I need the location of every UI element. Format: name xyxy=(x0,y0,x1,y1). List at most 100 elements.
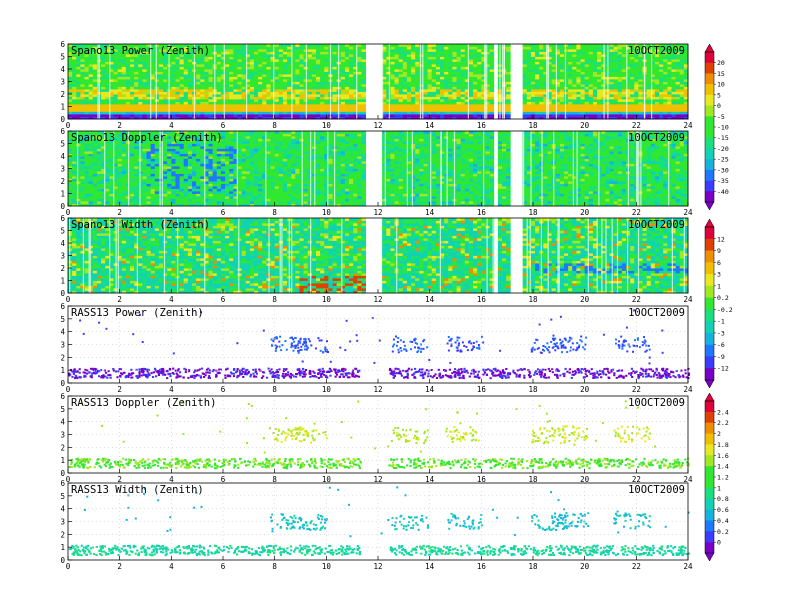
colorbar-label: 20 xyxy=(717,59,725,67)
x-tick-label: 10 xyxy=(322,562,332,571)
y-tick-label: 2 xyxy=(60,530,65,539)
y-tick-label: 0 xyxy=(60,379,65,388)
x-tick-label: 8 xyxy=(272,121,277,130)
colorbar-label: 1.2 xyxy=(717,474,729,482)
x-tick-label: 22 xyxy=(632,385,641,394)
x-tick-label: 2 xyxy=(117,562,122,571)
colorbar-label: 6 xyxy=(717,259,721,267)
colorbar-label: -15 xyxy=(717,134,729,142)
colorbar-label: 1 xyxy=(717,484,721,492)
x-tick-label: 12 xyxy=(373,385,382,394)
panel-title: RASS13 Power (Zenith) xyxy=(71,307,204,319)
x-tick-label: 0 xyxy=(66,295,71,304)
colorbar-rass: 2.42.221.81.61.41.210.80.60.40.20 xyxy=(705,393,729,561)
y-tick-label: 0 xyxy=(60,289,65,298)
colorbar-label: 0.4 xyxy=(717,517,729,525)
x-tick-label: 24 xyxy=(683,295,693,304)
y-tick-label: 3 xyxy=(60,252,65,261)
x-tick-label: 4 xyxy=(169,295,174,304)
colorbar-label: 2.4 xyxy=(717,408,729,416)
colorbar-label: 9 xyxy=(717,247,721,255)
colorbar-label: 1.4 xyxy=(717,463,729,471)
panel-date: 10OCT2009 xyxy=(628,45,685,57)
x-tick-label: 14 xyxy=(425,208,435,217)
y-tick-label: 4 xyxy=(60,328,65,337)
y-tick-label: 5 xyxy=(60,140,65,149)
y-tick-label: 1 xyxy=(60,190,65,199)
x-tick-label: 0 xyxy=(66,121,71,130)
colorbar-label: 2 xyxy=(717,430,721,438)
colorbar-label: -25 xyxy=(717,156,729,164)
colorbar-label: -5 xyxy=(717,113,725,121)
x-tick-label: 24 xyxy=(683,208,693,217)
x-tick-label: 6 xyxy=(221,385,226,394)
x-tick-label: 12 xyxy=(373,295,382,304)
colorbar-label: -6 xyxy=(717,341,725,349)
x-tick-label: 12 xyxy=(373,208,382,217)
colorbar-label: 10 xyxy=(717,81,725,89)
x-tick-label: 10 xyxy=(322,295,332,304)
y-tick-label: 2 xyxy=(60,353,65,362)
x-tick-label: 2 xyxy=(117,121,122,130)
colorbar-label: -9 xyxy=(717,353,725,361)
x-tick-label: 2 xyxy=(117,385,122,394)
panel-title: RASS13 Doppler (Zenith) xyxy=(71,397,216,409)
colorbar-label: 1.6 xyxy=(717,452,729,460)
panel-title: RASS13 Width (Zenith) xyxy=(71,484,204,496)
x-tick-label: 14 xyxy=(425,385,435,394)
x-tick-label: 12 xyxy=(373,562,382,571)
x-tick-label: 22 xyxy=(632,121,641,130)
y-tick-label: 5 xyxy=(60,53,65,62)
y-tick-label: 4 xyxy=(60,418,65,427)
x-tick-label: 8 xyxy=(272,562,277,571)
panel-title: Spano13 Doppler (Zenith) xyxy=(71,132,223,144)
y-tick-label: 3 xyxy=(60,165,65,174)
colorbar-label: 3 xyxy=(717,271,721,279)
y-tick-label: 6 xyxy=(60,392,65,401)
y-tick-label: 4 xyxy=(60,152,65,161)
panel-date: 10OCT2009 xyxy=(628,219,685,231)
y-tick-label: 1 xyxy=(60,456,65,465)
colorbar-label: 0 xyxy=(717,539,721,547)
x-tick-label: 4 xyxy=(169,208,174,217)
colorbar-label: -10 xyxy=(717,124,729,132)
y-tick-label: 4 xyxy=(60,505,65,514)
panel-date: 10OCT2009 xyxy=(628,132,685,144)
y-tick-label: 0 xyxy=(60,556,65,565)
y-tick-label: 4 xyxy=(60,65,65,74)
x-tick-label: 18 xyxy=(528,208,538,217)
x-tick-label: 16 xyxy=(477,562,487,571)
x-tick-label: 12 xyxy=(373,121,382,130)
y-tick-label: 6 xyxy=(60,479,65,488)
panel-date: 10OCT2009 xyxy=(628,307,685,319)
y-tick-label: 2 xyxy=(60,90,65,99)
y-tick-label: 6 xyxy=(60,127,65,136)
y-tick-label: 3 xyxy=(60,431,65,440)
x-tick-label: 2 xyxy=(117,295,122,304)
y-tick-label: 5 xyxy=(60,227,65,236)
x-tick-label: 20 xyxy=(580,121,590,130)
colorbar-label: 0.6 xyxy=(717,506,729,514)
x-tick-label: 0 xyxy=(66,208,71,217)
x-tick-label: 10 xyxy=(322,208,332,217)
colorbar-label: 12 xyxy=(717,235,725,243)
colorbar-label: -3 xyxy=(717,329,725,337)
y-tick-label: 6 xyxy=(60,40,65,49)
x-tick-label: 22 xyxy=(632,562,641,571)
x-tick-label: 20 xyxy=(580,295,590,304)
x-tick-label: 18 xyxy=(528,295,538,304)
x-tick-label: 8 xyxy=(272,295,277,304)
colorbar-label: 5 xyxy=(717,91,721,99)
y-tick-label: 2 xyxy=(60,443,65,452)
x-tick-label: 20 xyxy=(580,562,590,571)
x-tick-label: 16 xyxy=(477,385,487,394)
x-tick-label: 16 xyxy=(477,121,487,130)
colorbar-label: -0.2 xyxy=(717,306,733,314)
